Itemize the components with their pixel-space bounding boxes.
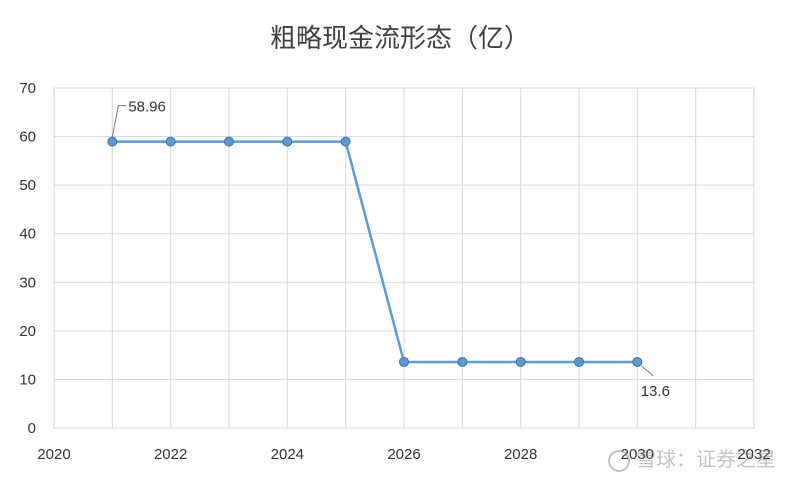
chart-title: 粗略现金流形态（亿）: [269, 24, 530, 54]
data-point: [515, 356, 526, 367]
watermark: 雪球：证券之星: [608, 443, 776, 472]
plot-area-border: [53, 87, 755, 429]
watermark-text: 雪球：证券之星: [636, 447, 776, 471]
x-tick-label: 2024: [271, 446, 304, 463]
data-point: [165, 136, 176, 147]
y-tick-label: 30: [19, 274, 36, 291]
y-tick-label: 50: [19, 177, 36, 194]
y-tick-label: 0: [28, 420, 36, 437]
data-point: [224, 136, 234, 147]
snowball-logo-icon: [608, 449, 630, 472]
data-point: [282, 136, 293, 147]
data-labels: 58.96 13.6: [111, 99, 670, 400]
data-point: [399, 356, 409, 367]
leader-line: [641, 365, 654, 377]
x-tick-label: 2020: [37, 446, 70, 463]
leader-line: [111, 105, 127, 137]
series-line: [112, 140, 638, 364]
x-tick-label: 2026: [387, 446, 420, 463]
y-tick-label: 10: [19, 371, 36, 388]
series-layer: [107, 136, 643, 367]
data-point: [457, 356, 468, 367]
gridlines: [53, 87, 755, 429]
data-label: 58.96: [128, 99, 166, 116]
data-point: [574, 356, 584, 367]
x-tick-label: 2032: [737, 446, 770, 463]
y-tick-label: 20: [19, 323, 36, 340]
data-label: 13.6: [641, 383, 670, 400]
data-point: [107, 136, 118, 147]
y-tick-label: 40: [19, 226, 36, 243]
y-tick-label: 70: [19, 80, 36, 97]
x-axis-ticks: 2020 2022 2024 2026 2028 2030 2032: [37, 446, 770, 463]
y-tick-label: 60: [19, 129, 36, 146]
data-point: [340, 136, 351, 147]
x-tick-label: 2022: [154, 446, 187, 463]
x-tick-label: 2028: [504, 446, 537, 463]
y-axis-ticks: 0 10 20 30 40 50 60 70: [19, 80, 36, 437]
data-point: [632, 356, 643, 367]
